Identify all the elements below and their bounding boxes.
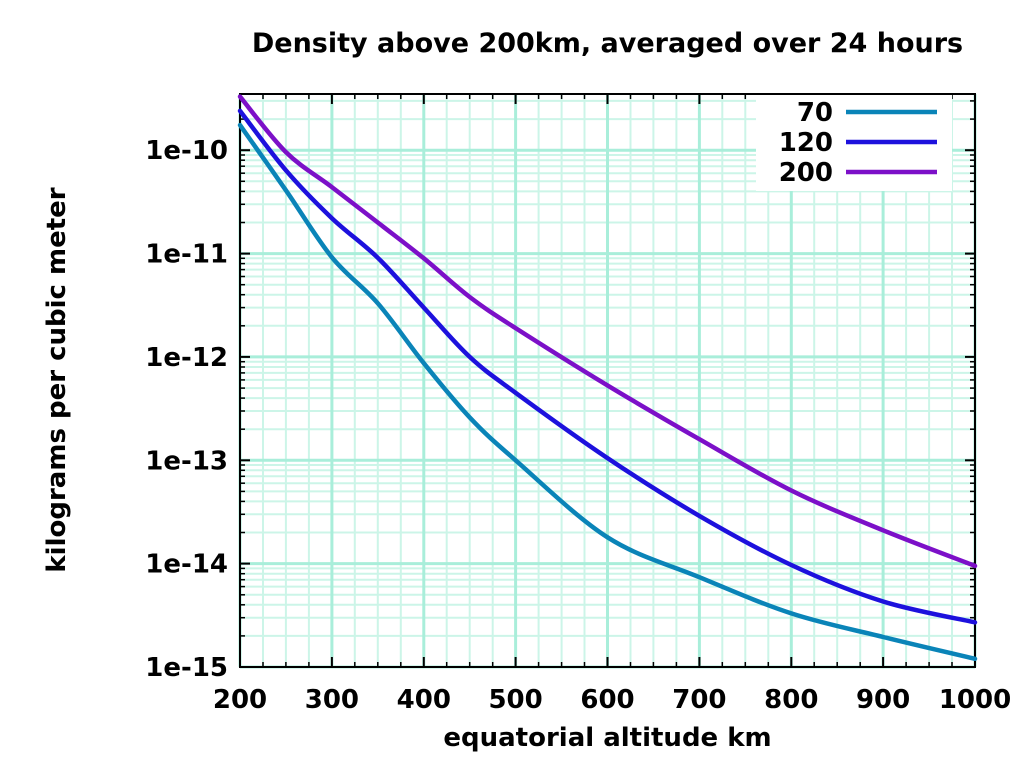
y-axis-label-text: kilograms per cubic meter [42, 187, 72, 573]
y-tick-label: 1e-11 [145, 240, 228, 270]
series-120-line [237, 108, 978, 625]
x-tick-label: 900 [856, 685, 910, 715]
x-tick-label: 600 [580, 685, 634, 715]
legend-label-70: 70 [797, 98, 833, 128]
x-tick-label: 300 [305, 685, 359, 715]
curves [237, 94, 978, 662]
x-tick-label: 1000 [939, 685, 1011, 715]
x-tick-label: 800 [764, 685, 818, 715]
x-tick-label: 700 [672, 685, 726, 715]
x-axis-label: equatorial altitude km [443, 723, 772, 753]
x-tick-label: 400 [397, 685, 451, 715]
legend-label-120: 120 [779, 128, 833, 158]
series-70-line [237, 122, 978, 662]
tick-labels: 200 300 400 500 600 700 800 900 1000 1e-10 1e-11 1e… [145, 136, 1011, 715]
x-tick-label: 200 [213, 685, 267, 715]
y-tick-label: 1e-13 [145, 446, 228, 476]
y-tick-label: 1e-10 [145, 136, 228, 166]
series-200-line [237, 94, 978, 569]
chart-title: Density above 200km, averaged over 24 ho… [251, 28, 964, 59]
y-tick-label: 1e-15 [145, 653, 228, 683]
y-tick-label: 1e-12 [145, 343, 228, 373]
x-tick-label: 500 [488, 685, 542, 715]
legend-label-200: 200 [779, 158, 833, 188]
grid-minor [240, 94, 975, 667]
y-tick-label: 1e-14 [145, 550, 228, 580]
